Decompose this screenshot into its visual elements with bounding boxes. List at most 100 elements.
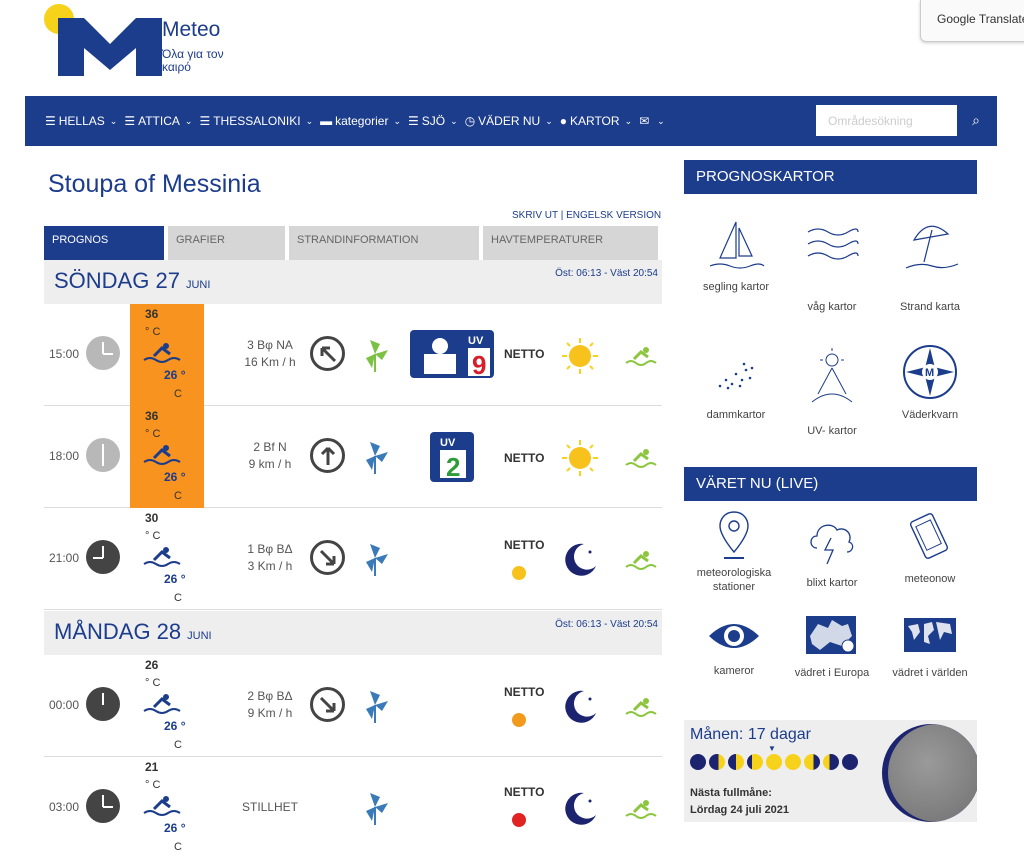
- pollen-level-icon: [512, 713, 526, 727]
- nav-item-hellas[interactable]: ☰ HELLAS ⌄: [45, 114, 117, 128]
- pollen-level-icon: [512, 566, 526, 580]
- nav-item-contact[interactable]: ✉ ⌄: [639, 114, 665, 128]
- lightning-cloud-icon: [810, 524, 854, 565]
- moon-phase-icon: [709, 754, 725, 770]
- air-temp-unit: ° C: [145, 677, 161, 689]
- day-month: JUNI: [185, 279, 211, 291]
- row-time: 03:00: [49, 800, 80, 814]
- moon-phases: [690, 754, 861, 770]
- windmill-icon: [366, 691, 388, 723]
- wind-direction-arrow-icon: [310, 687, 345, 722]
- search-input[interactable]: [816, 105, 957, 136]
- google-translate-button[interactable]: Google Translate: [920, 0, 1024, 42]
- air-temp: 30: [145, 511, 159, 525]
- sky-label: NETTO: [504, 538, 545, 552]
- pollen-level-icon: [512, 813, 526, 827]
- moon-phase-marker-icon: ▼: [768, 744, 776, 753]
- nav-item-attica[interactable]: ☰ ATTICA ⌄: [124, 114, 192, 128]
- world-weather-link[interactable]: vädret i världen: [880, 612, 980, 680]
- lightning-maps-link[interactable]: blixt kartor: [782, 514, 882, 590]
- card-icon: ▬: [320, 114, 333, 128]
- air-temp: 26: [145, 658, 159, 672]
- windmill-icon: [366, 340, 388, 372]
- live-weather-heading: VÄRET NU (LIVE): [684, 467, 977, 501]
- logo-title: Meteo: [162, 18, 221, 41]
- sea-temp: 26 °: [164, 368, 186, 382]
- nav-item-sjo[interactable]: ☰ SJÖ ⌄: [408, 114, 458, 128]
- waves-icon: [807, 228, 859, 260]
- page-title: Stoupa of Messinia: [48, 170, 261, 198]
- weather-stations-link[interactable]: meteorologiska stationer: [684, 510, 784, 594]
- nav-item-vader-nu[interactable]: ◷ VÄDER NU ⌄: [465, 114, 553, 128]
- clock-icon: [86, 687, 120, 721]
- wind-direction-arrow-icon: [310, 540, 345, 575]
- tab-prognos[interactable]: PROGNOS: [44, 226, 164, 260]
- beach-map-label: Strand karta: [900, 301, 960, 313]
- nav-item-label: VÄDER NU: [478, 114, 541, 128]
- swimmer-icon: [143, 694, 181, 714]
- clock-icon: [86, 789, 120, 823]
- moon-age: Månen: 17 dagar: [690, 726, 811, 743]
- nav-item-thessaloniki[interactable]: ☰ THESSALONIKI ⌄: [199, 114, 313, 128]
- world-weather-label: vädret i världen: [892, 667, 968, 679]
- air-temp: 36: [145, 307, 159, 321]
- sailing-maps-link[interactable]: segling kartor: [686, 218, 786, 294]
- wind-info: STILLHET: [241, 800, 298, 814]
- tab-havtemperaturer[interactable]: HAVTEMPERATURER: [483, 226, 658, 260]
- air-temp-unit: ° C: [145, 326, 161, 338]
- swimmer-icon: [143, 445, 181, 465]
- moon-phase-icon: [804, 754, 820, 770]
- site-logo[interactable]: Meteo Όλα για τον καιρό: [40, 4, 240, 84]
- europe-weather-label: vädret i Europa: [794, 667, 870, 679]
- beach-swimmer-icon: [625, 449, 657, 468]
- tab-strandinformation[interactable]: STRANDINFORMATION: [289, 226, 479, 260]
- moon-widget: Månen: 17 dagar ▼ Nästa fullmåne: Lördag …: [684, 720, 977, 822]
- sailing-maps-label: segling kartor: [702, 281, 770, 293]
- logo-subtitle: Όλα για τον καιρό: [162, 47, 224, 74]
- chevron-down-icon: ⌄: [657, 115, 665, 126]
- beach-map-link[interactable]: Strand karta: [880, 218, 980, 314]
- moon-phase-icon: [823, 754, 839, 770]
- moon-icon: [565, 690, 596, 723]
- search-button[interactable]: ⌕: [961, 105, 991, 136]
- eye-icon: [709, 624, 759, 648]
- tab-grafier[interactable]: GRAFIER: [168, 226, 285, 260]
- nav-item-kategorier[interactable]: ▬ kategorier ⌄: [320, 114, 401, 128]
- chevron-down-icon: ⌄: [545, 115, 553, 126]
- cameras-link[interactable]: kameror: [684, 616, 784, 678]
- uv-maps-label: UV- kartor: [807, 425, 857, 437]
- sea-temp-unit: C: [174, 841, 182, 853]
- air-temp-unit: ° C: [145, 779, 161, 791]
- svg-text:M: M: [925, 367, 934, 379]
- uv-index-icon: UV 2: [430, 432, 474, 482]
- forecast-row: 15:00 36 ° C 26 ° C 3 Bφ NA 16 Km / h UV 9…: [44, 304, 662, 406]
- swimmer-icon: [143, 343, 181, 363]
- nav-item-kartor[interactable]: ● KARTOR ⌄: [560, 114, 632, 128]
- world-map-icon: [904, 618, 956, 652]
- meteonow-label: meteonow: [904, 573, 956, 585]
- europe-weather-link[interactable]: vädret i Europa: [782, 612, 882, 680]
- temperature-cell: 21 ° C 26 ° C: [130, 757, 204, 859]
- windrose-label: Väderkvarn: [901, 409, 959, 421]
- print-link[interactable]: SKRIV UT | ENGELSK VERSION: [512, 210, 662, 221]
- pin-icon: ●: [559, 114, 567, 128]
- list-icon: ☰: [199, 114, 211, 128]
- sky-label: NETTO: [504, 785, 545, 799]
- forecast-row: 00:00 26 ° C 26 ° C 2 Bφ BΔ 9 Km / h NETT…: [44, 655, 662, 757]
- wave-maps-link[interactable]: våg kartor: [782, 218, 882, 314]
- sea-temp-unit: C: [174, 388, 182, 400]
- swimmer-icon: [143, 547, 181, 567]
- uv-maps-link[interactable]: UV- kartor: [782, 346, 882, 438]
- windmill-icon: [366, 442, 388, 474]
- forecast-row: 03:00 21 ° C 26 ° C STILLHET NETTO: [44, 757, 662, 859]
- compass-icon: M: [903, 345, 957, 399]
- windrose-link[interactable]: M Väderkvarn: [880, 344, 980, 422]
- wind-info: 1 Bφ BΔ 3 Km / h: [247, 542, 293, 573]
- sky-label: NETTO: [504, 347, 545, 361]
- phone-icon: [909, 513, 949, 559]
- dust-maps-link[interactable]: dammkartor: [686, 352, 786, 422]
- sea-temp-unit: C: [174, 490, 182, 502]
- forecast-tabs: PROGNOS GRAFIER STRANDINFORMATION HAVTEM…: [44, 226, 662, 260]
- meteonow-link[interactable]: meteonow: [880, 510, 980, 586]
- day-name: SÖNDAG 27 JUNI: [54, 268, 211, 293]
